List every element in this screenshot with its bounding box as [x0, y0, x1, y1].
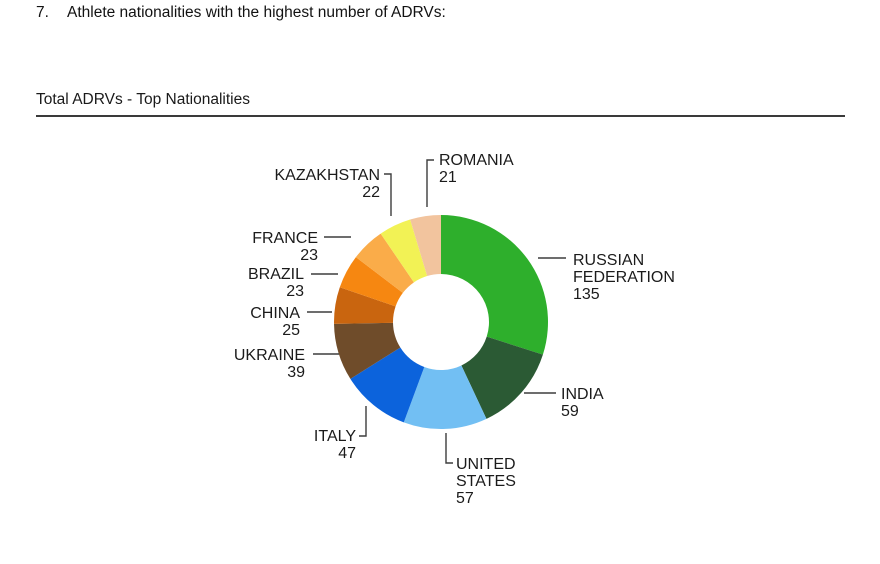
question-text: Athlete nationalities with the highest n… [67, 4, 446, 21]
slice-label-ukraine: UKRAINE 39 [234, 347, 305, 381]
slice-india [461, 336, 543, 419]
leader-line-romania [426, 159, 434, 207]
slice-brazil [339, 257, 403, 307]
leader-line-united-states [445, 433, 453, 464]
slice-china [334, 287, 396, 324]
slice-label-brazil: BRAZIL 23 [248, 266, 304, 300]
slice-label-united-states: UNITED STATES 57 [456, 456, 516, 507]
question-number: 7. [36, 4, 49, 21]
slice-label-russian-federation: RUSSIAN FEDERATION 135 [573, 252, 675, 303]
slice-kazakhstan [380, 219, 428, 283]
leader-line-kazakhstan [384, 173, 392, 216]
slice-label-italy: ITALY 47 [314, 428, 356, 462]
slice-label-china: CHINA 25 [250, 305, 300, 339]
slice-label-france: FRANCE 23 [252, 230, 318, 264]
leader-line-italy [359, 406, 367, 437]
slice-italy [350, 347, 425, 423]
slice-united-states [403, 365, 487, 429]
slice-label-kazakhstan: KAZAKHSTAN 22 [275, 167, 381, 201]
title-underline [36, 115, 845, 117]
slice-label-romania: ROMANIA 21 [439, 152, 514, 186]
slice-romania [410, 215, 441, 277]
question-heading: 7. Athlete nationalities with the highest… [36, 3, 446, 23]
slice-ukraine [334, 322, 401, 379]
slice-france [355, 233, 414, 293]
slice-label-india: INDIA 59 [561, 386, 604, 420]
slice-russian-federation [441, 215, 548, 355]
chart-title: Total ADRVs - Top Nationalities [36, 91, 250, 108]
